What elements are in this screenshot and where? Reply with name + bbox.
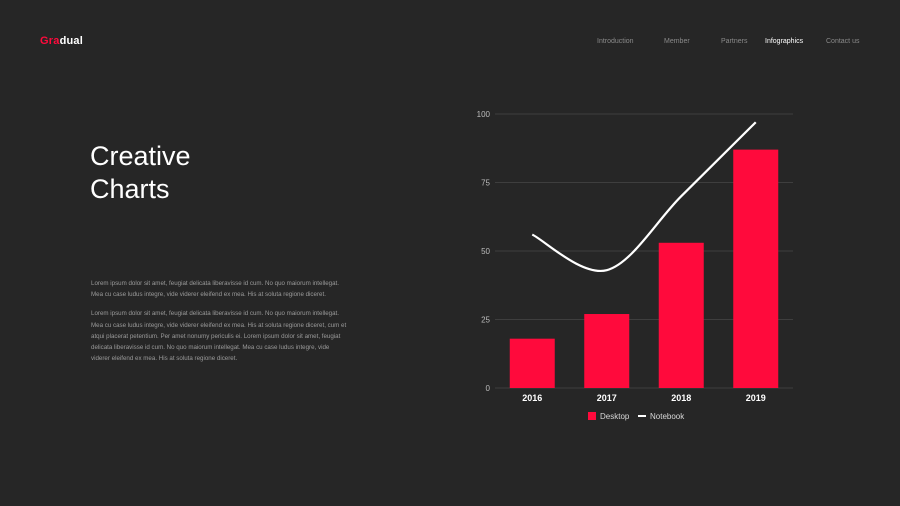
bar-2018 (658, 242, 704, 388)
page-title: Creative Charts (90, 140, 191, 206)
y-tick-label: 50 (481, 247, 490, 256)
nav-item-contact-us[interactable]: Contact us (826, 38, 860, 45)
y-tick-label: 75 (481, 179, 490, 188)
legend-label-notebook: Notebook (650, 412, 685, 421)
y-tick-label: 25 (481, 316, 490, 325)
x-tick-label: 2018 (671, 393, 691, 403)
x-tick-label: 2017 (597, 393, 617, 403)
x-tick-label: 2019 (746, 393, 766, 403)
x-tick-label: 2016 (522, 393, 542, 403)
nav-item-infographics[interactable]: Infographics (765, 38, 804, 45)
title-line-1: Creative (90, 141, 191, 171)
bar-2016 (509, 338, 555, 388)
bar-2017 (584, 314, 630, 388)
paragraph-2: Lorem ipsum dolor sit amet, feugiat deli… (91, 310, 347, 363)
nav-item-introduction[interactable]: Introduction (597, 38, 634, 45)
legend-label-desktop: Desktop (600, 412, 630, 421)
logo-rest: dual (59, 35, 83, 47)
y-tick-label: 100 (477, 110, 491, 119)
combo-chart: 0 25 50 75 100 2016 2017 2018 2019 Desktop Noteboo… (477, 110, 793, 421)
nav-item-partners[interactable]: Partners (721, 38, 748, 45)
nav-item-member[interactable]: Member (664, 38, 690, 45)
legend-swatch-desktop (588, 412, 596, 420)
paragraph-1: Lorem ipsum dolor sit amet, feugiat deli… (91, 280, 339, 299)
logo-accent: Gra (40, 35, 60, 47)
body-text: Lorem ipsum dolor sit amet, feugiat deli… (91, 278, 349, 372)
line-series-notebook (531, 121, 757, 272)
title-line-2: Charts (90, 174, 170, 204)
logo[interactable]: Gradual (40, 35, 83, 47)
y-tick-label: 0 (486, 384, 491, 393)
legend-swatch-notebook (638, 415, 646, 417)
bar-2019 (733, 149, 779, 388)
top-nav: Introduction Member Partners Infographics Co… (597, 38, 860, 45)
